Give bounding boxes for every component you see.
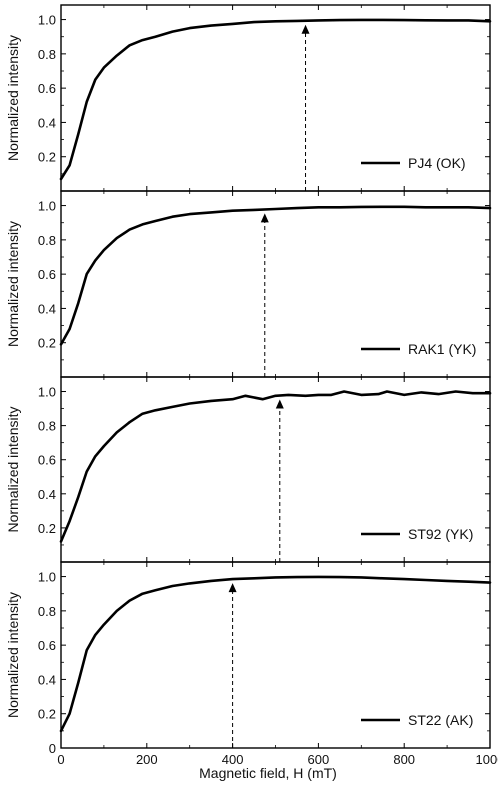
panel-3: 0.2 0.4 0.6 0.8 1.0 Normalized intensity ST92 …: [5, 376, 492, 563]
y-tick-label: 0.4: [38, 301, 56, 316]
y-tick-label: 0.6: [38, 81, 56, 96]
y-tick-label: 0.6: [38, 267, 56, 282]
y-tick-label: 0.4: [38, 115, 56, 130]
legend-label: PJ4 (OK): [408, 155, 466, 171]
y-tick-label: 1.0: [38, 570, 56, 585]
y-axis-label: Normalized intensity: [5, 221, 21, 347]
x-tick-label: 400: [222, 752, 244, 767]
series-line: [59, 575, 492, 733]
y-tick-label: 0.2: [38, 707, 56, 722]
y-tick-label: 0.8: [38, 47, 56, 62]
x-axis-label: Magnetic field, H (mT): [199, 765, 337, 781]
y-tick-label: 0.6: [38, 453, 56, 468]
x-tick-label: 600: [308, 752, 330, 767]
series-line: [59, 205, 492, 346]
series-line: [59, 18, 492, 181]
legend-label: RAK1 (YK): [408, 341, 476, 357]
y-tick-label: 0.4: [38, 487, 56, 502]
arrow-head: [260, 213, 269, 223]
arrow-head: [301, 24, 310, 34]
y-tick-label: 0.6: [38, 638, 56, 653]
y-tick-label: 0: [49, 741, 56, 756]
y-tick-label: 0.2: [38, 521, 56, 536]
arrow-head: [228, 583, 237, 593]
x-tick-label: 0: [57, 752, 64, 767]
legend-label: ST22 (AK): [408, 712, 473, 728]
y-tick-label: 0.4: [38, 672, 56, 687]
y-axis-label: Normalized intensity: [5, 35, 21, 161]
panel-4: 0 0.2 0.4 0.6 0.8 1.0 Normalized intensity ST22…: [5, 561, 492, 756]
y-tick-label: 1.0: [38, 385, 56, 400]
arrow-head: [275, 399, 284, 409]
panel-1: 0.2 0.4 0.6 0.8 1.0 Normalized intensity PJ4 (…: [5, 4, 492, 192]
y-axis-label: Normalized intensity: [5, 592, 21, 718]
y-tick-label: 1.0: [38, 13, 56, 28]
series-line: [59, 390, 492, 543]
x-tick-label: 1000: [476, 752, 498, 767]
panels: 0.2 0.4 0.6 0.8 1.0 Normalized intensity PJ4 (…: [5, 4, 498, 767]
y-tick-label: 0.8: [38, 233, 56, 248]
panel-2: 0.2 0.4 0.6 0.8 1.0 Normalized intensity RAK1 …: [5, 190, 492, 378]
y-axis-label: Normalized intensity: [5, 406, 21, 532]
y-tick-label: 1.0: [38, 199, 56, 214]
y-tick-label: 0.2: [38, 150, 56, 165]
y-tick-label: 0.8: [38, 604, 56, 619]
x-tick-label: 800: [393, 752, 415, 767]
y-tick-label: 0.8: [38, 419, 56, 434]
x-tick-label: 200: [136, 752, 158, 767]
y-tick-label: 0.2: [38, 336, 56, 351]
legend-label: ST92 (YK): [408, 526, 473, 542]
